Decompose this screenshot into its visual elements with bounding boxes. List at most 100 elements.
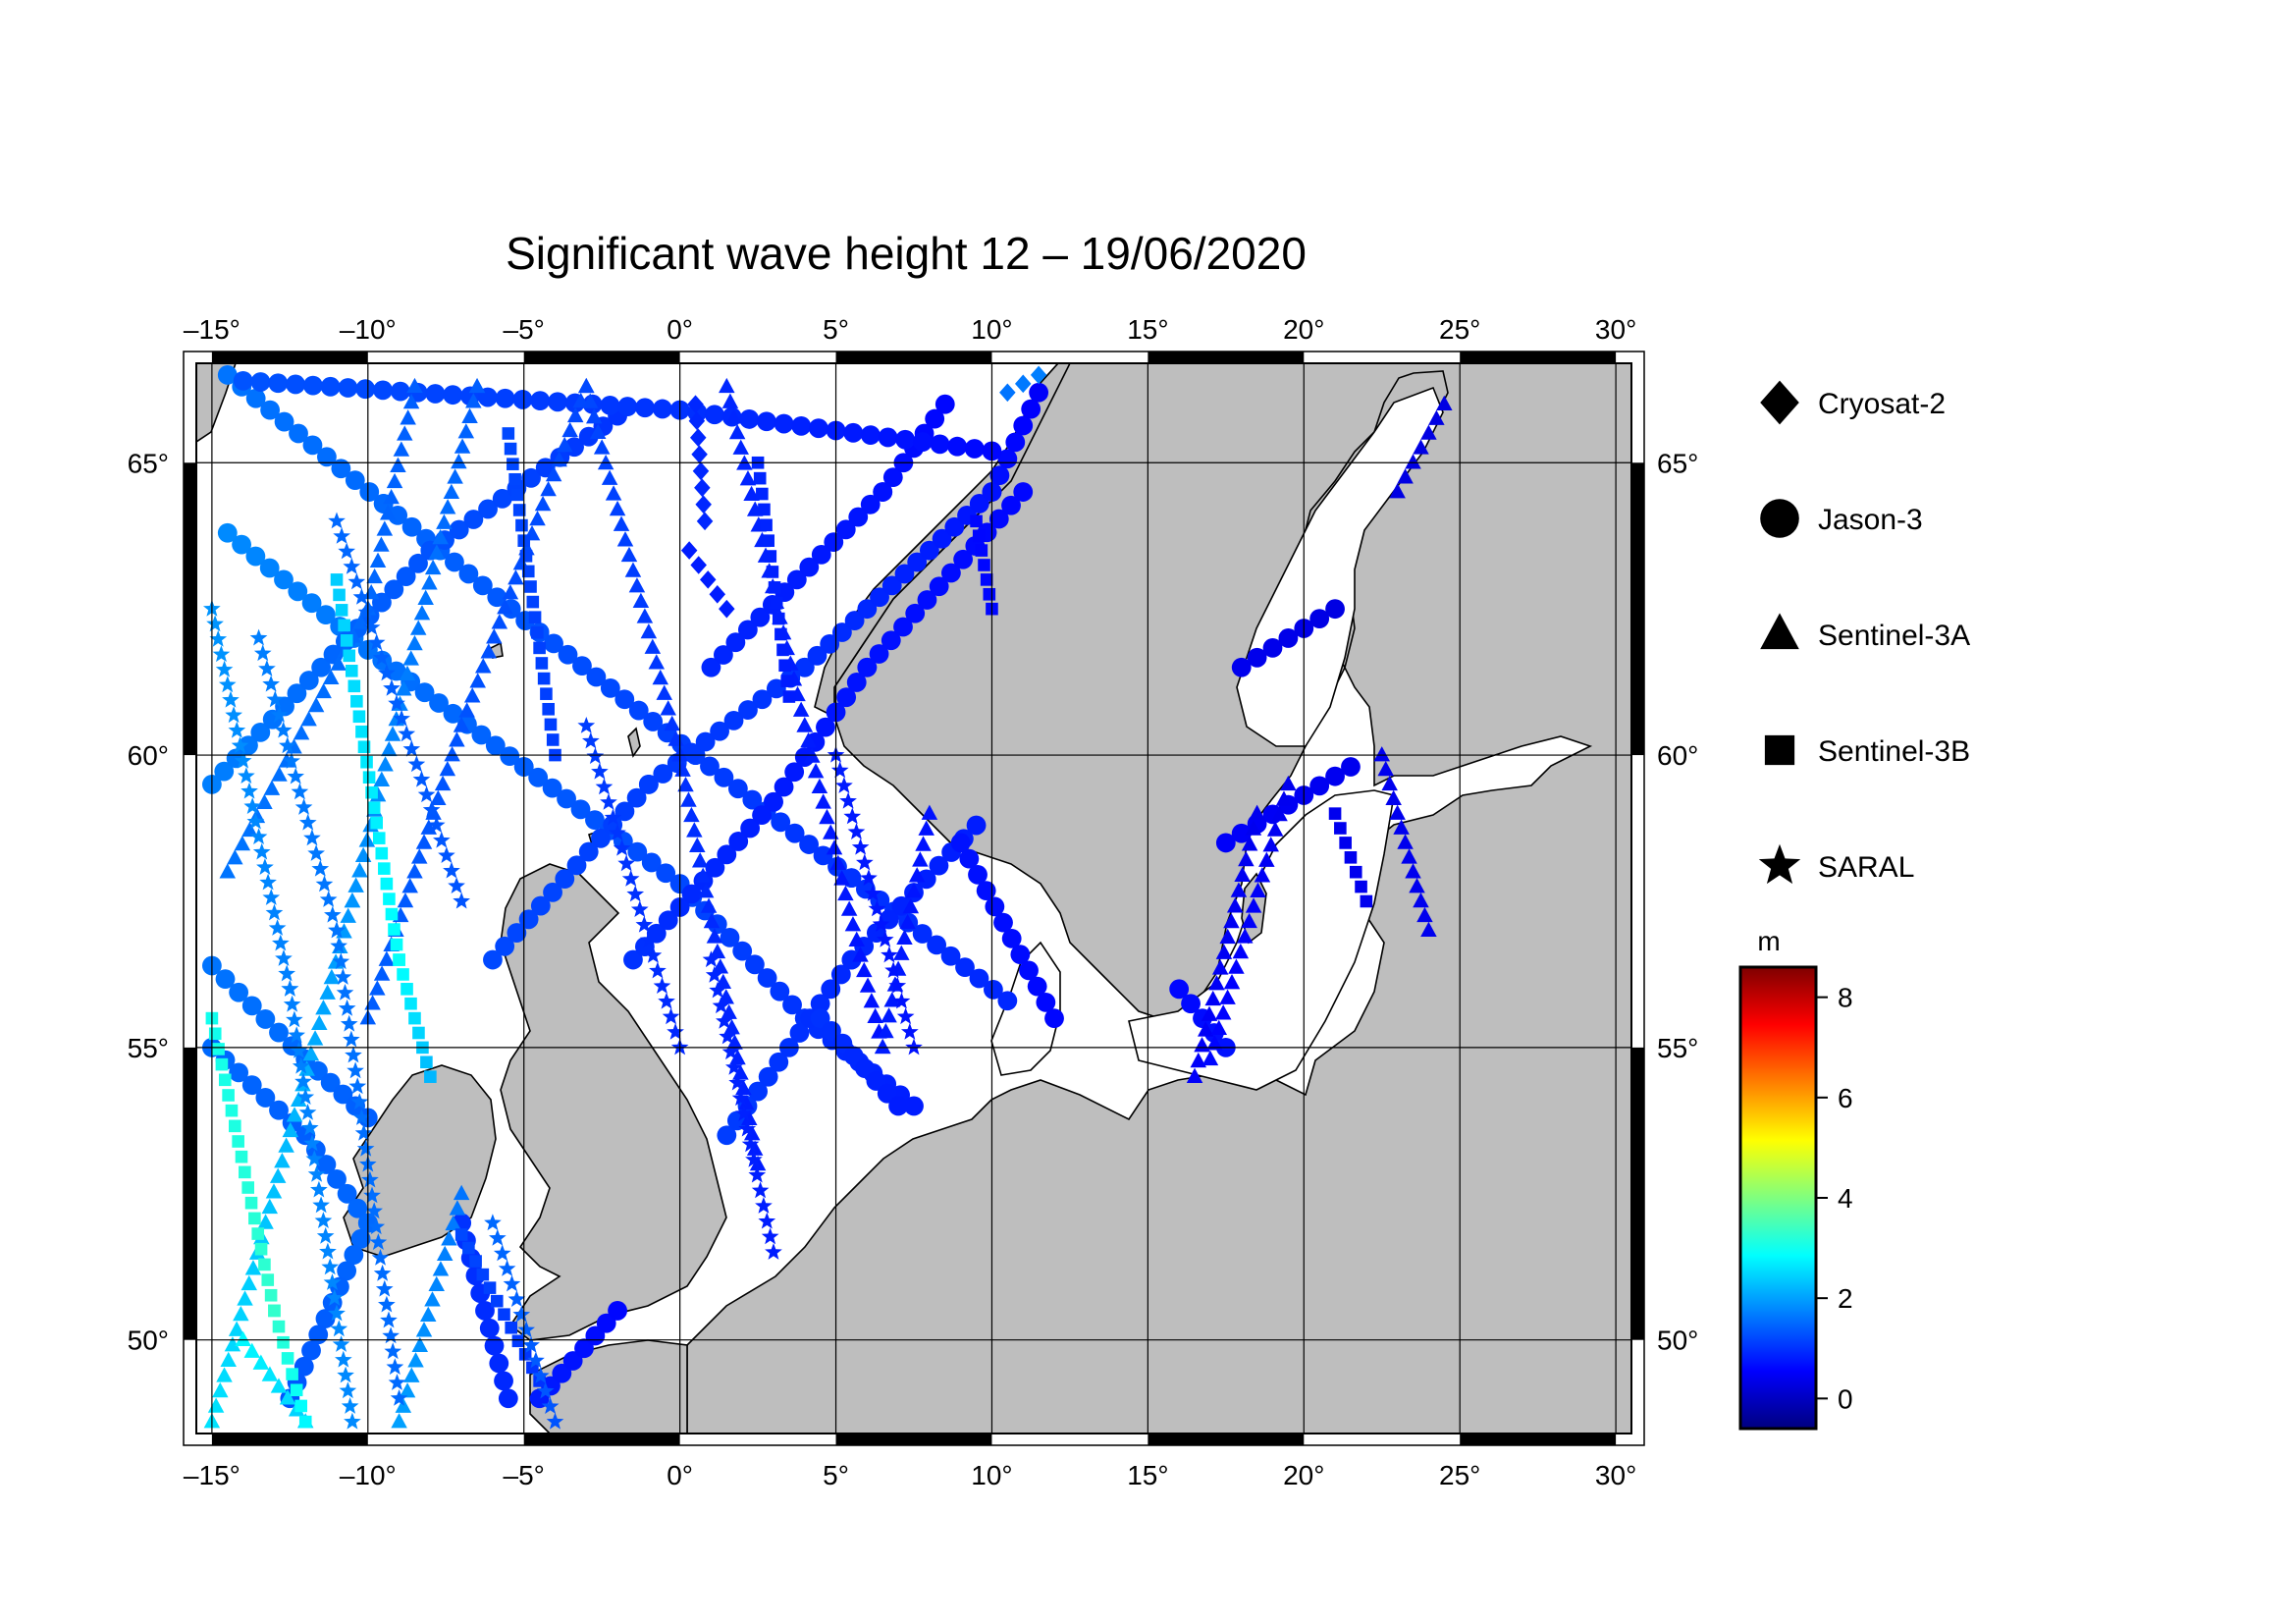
track-point bbox=[365, 785, 378, 799]
track-point bbox=[752, 689, 773, 710]
legend-item-cryosat-2: Cryosat-2 bbox=[1760, 380, 1946, 425]
track-point bbox=[372, 832, 386, 844]
track-jason-3-14 bbox=[1215, 757, 1361, 853]
track-point bbox=[1234, 866, 1251, 883]
track-point bbox=[217, 522, 238, 543]
track-point bbox=[768, 581, 781, 594]
track-point bbox=[402, 650, 419, 666]
track-point bbox=[269, 1022, 289, 1043]
track-point bbox=[507, 569, 524, 585]
track-point bbox=[432, 1261, 450, 1276]
x-tick-label-top: 30° bbox=[1595, 314, 1636, 345]
track-point bbox=[1377, 760, 1394, 777]
track-point bbox=[764, 791, 783, 812]
track-point bbox=[206, 615, 224, 632]
track-point bbox=[378, 862, 391, 875]
track-point bbox=[709, 981, 726, 999]
track-point bbox=[1325, 766, 1345, 786]
track-point bbox=[354, 1123, 373, 1141]
track-point bbox=[1211, 959, 1229, 975]
track-point bbox=[331, 459, 351, 479]
track-point bbox=[302, 1045, 320, 1061]
track-point bbox=[360, 755, 373, 769]
track-point bbox=[789, 1023, 810, 1043]
track-point bbox=[257, 1214, 274, 1229]
track-point bbox=[1258, 851, 1275, 867]
track-point bbox=[735, 1105, 753, 1121]
track-point bbox=[680, 541, 698, 560]
track-point bbox=[347, 1198, 368, 1218]
legend-item-saral: SARAL bbox=[1758, 843, 1914, 885]
track-point bbox=[940, 946, 961, 966]
track-point bbox=[287, 683, 307, 704]
track-point bbox=[533, 641, 546, 655]
track-point bbox=[534, 495, 552, 512]
track-point bbox=[370, 816, 384, 830]
track-point bbox=[261, 1366, 279, 1381]
track-point bbox=[732, 439, 750, 455]
x-tick-label-bottom: –5° bbox=[504, 1460, 545, 1490]
track-point bbox=[844, 916, 862, 932]
x-tick-label-top: 15° bbox=[1127, 314, 1168, 345]
track-point bbox=[301, 1340, 321, 1361]
legend-label: Sentinel-3A bbox=[1818, 620, 1970, 652]
track-point bbox=[417, 589, 434, 605]
track-point bbox=[293, 725, 310, 740]
star-icon bbox=[1758, 843, 1801, 885]
track-point bbox=[449, 519, 469, 540]
track-point bbox=[367, 1217, 386, 1235]
track-point bbox=[475, 658, 492, 674]
track-point bbox=[337, 1366, 354, 1383]
track-point bbox=[548, 392, 567, 412]
track-point bbox=[786, 569, 807, 590]
track-point bbox=[1215, 833, 1236, 853]
track-point bbox=[748, 1165, 767, 1183]
track-point bbox=[294, 798, 313, 815]
track-point bbox=[529, 511, 546, 526]
track-point bbox=[492, 489, 512, 509]
track-point bbox=[1262, 837, 1279, 852]
track-point bbox=[686, 822, 703, 838]
sea-kattegat bbox=[990, 941, 1061, 1076]
track-point bbox=[1401, 848, 1417, 864]
track-point bbox=[244, 1196, 258, 1210]
track-point bbox=[807, 763, 825, 779]
track-point bbox=[421, 574, 438, 590]
track-point bbox=[233, 1305, 249, 1322]
track-point bbox=[1278, 628, 1299, 648]
track-point bbox=[363, 1186, 381, 1204]
track-point bbox=[294, 1356, 314, 1377]
track-point bbox=[959, 848, 980, 869]
track-point bbox=[877, 1083, 897, 1104]
track-point bbox=[681, 884, 702, 904]
track-point bbox=[212, 1381, 229, 1398]
track-point bbox=[847, 823, 866, 839]
track-point bbox=[429, 693, 449, 713]
track-point bbox=[258, 1258, 271, 1271]
track-point bbox=[843, 1046, 864, 1066]
track-sentinel-3b-30 bbox=[330, 573, 437, 1083]
track-point bbox=[691, 852, 709, 868]
track-point bbox=[278, 1137, 294, 1153]
track-point bbox=[249, 628, 268, 646]
track-point bbox=[735, 1079, 752, 1096]
circle-icon bbox=[1760, 499, 1799, 538]
track-point bbox=[494, 1371, 513, 1391]
track-point bbox=[591, 828, 611, 848]
track-point bbox=[980, 573, 993, 586]
track-point bbox=[229, 982, 249, 1002]
track-point bbox=[402, 393, 420, 409]
track-point bbox=[317, 447, 337, 467]
track-point bbox=[542, 778, 562, 798]
track-point bbox=[1393, 819, 1410, 835]
track-point bbox=[385, 907, 399, 921]
square-icon bbox=[1764, 734, 1795, 766]
track-point bbox=[725, 408, 742, 424]
track-point bbox=[1389, 804, 1406, 820]
track-point bbox=[572, 656, 592, 676]
track-point bbox=[406, 634, 423, 651]
track-point bbox=[816, 717, 835, 737]
track-point bbox=[384, 579, 404, 600]
track-point bbox=[454, 438, 471, 454]
track-point bbox=[484, 1335, 505, 1356]
